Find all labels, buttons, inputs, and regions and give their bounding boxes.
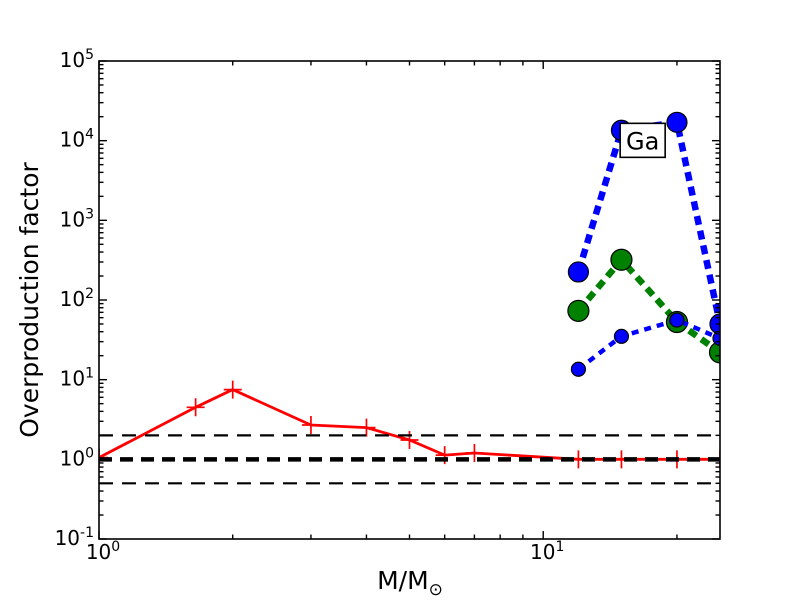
reference-lines [99, 434, 720, 485]
tick-label-10e0: 100 [86, 539, 120, 564]
tick-label-10e4: 104 [60, 127, 94, 152]
tick-label-10e3: 103 [60, 206, 94, 231]
data-point-marker [567, 299, 590, 322]
axes [98, 60, 721, 540]
data-point-marker [186, 398, 205, 417]
tick-label-10e1: 101 [60, 366, 94, 391]
x-axis-label: M/M⊙ [377, 566, 443, 600]
data-point-marker [666, 111, 688, 133]
annotation-box [619, 122, 666, 159]
data-point-marker [570, 361, 586, 377]
data-point-marker [567, 261, 589, 283]
data-point-marker [610, 248, 633, 271]
tick-label-10e-1: 10-1 [55, 525, 94, 550]
series-line-blue-thick-dashed-circles [575, 118, 720, 325]
series-blue-thin-dashed-circles [570, 312, 720, 377]
data-point-marker [669, 312, 685, 328]
series-green-thick-dashed-circles [567, 248, 720, 364]
annotation-label: Ga [626, 127, 659, 155]
data-point-marker [613, 328, 630, 344]
y-axis-label: Overproduction factor [15, 161, 44, 437]
tick-label-10e0: 100 [60, 445, 94, 470]
data-point-marker [223, 380, 242, 399]
data-point-marker [709, 313, 720, 335]
series-red-solid-plus [99, 380, 720, 469]
tick-label-10e1: 101 [530, 539, 564, 564]
tick-label-10e5: 105 [60, 47, 94, 72]
data-point-marker [465, 444, 484, 463]
series-line-blue-thin-dashed-circles [577, 317, 720, 372]
data-point-marker [357, 418, 376, 437]
data-point-marker [400, 430, 419, 449]
element-annotation: Ga [619, 122, 666, 159]
data-point-marker [708, 341, 720, 364]
tick-label-10e2: 102 [60, 286, 94, 311]
data-point-marker [301, 415, 320, 434]
series-line-green-thick-dashed-circles [575, 254, 720, 356]
